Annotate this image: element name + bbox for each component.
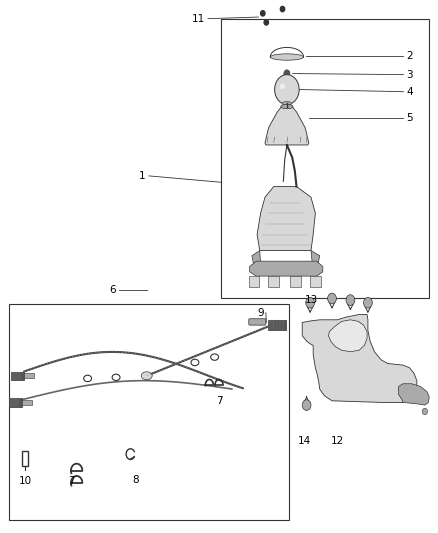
Polygon shape <box>257 187 315 251</box>
Text: 6: 6 <box>110 286 117 295</box>
Circle shape <box>328 293 336 304</box>
Text: 9: 9 <box>257 308 264 318</box>
Text: 7: 7 <box>68 476 75 486</box>
Ellipse shape <box>270 54 304 60</box>
Polygon shape <box>252 251 261 266</box>
Bar <box>9 398 22 407</box>
Bar <box>290 276 301 287</box>
Ellipse shape <box>141 372 152 379</box>
Circle shape <box>422 408 427 415</box>
Circle shape <box>346 295 355 305</box>
Circle shape <box>261 11 265 16</box>
Bar <box>24 373 34 378</box>
Text: 12: 12 <box>331 436 344 446</box>
Circle shape <box>306 297 314 308</box>
Bar <box>22 451 28 466</box>
Polygon shape <box>265 104 309 145</box>
Text: 10: 10 <box>19 476 32 486</box>
Polygon shape <box>250 261 323 276</box>
Bar <box>310 276 321 287</box>
Circle shape <box>284 70 290 77</box>
Bar <box>268 276 279 287</box>
Text: 5: 5 <box>406 114 413 123</box>
FancyBboxPatch shape <box>249 319 266 325</box>
Circle shape <box>264 20 268 25</box>
Circle shape <box>280 6 285 12</box>
Bar <box>268 320 286 330</box>
Bar <box>9 304 289 520</box>
Bar <box>249 276 259 287</box>
Text: 1: 1 <box>139 171 146 181</box>
Ellipse shape <box>282 101 292 106</box>
Polygon shape <box>270 47 304 57</box>
Polygon shape <box>302 314 417 402</box>
Circle shape <box>364 297 372 308</box>
Ellipse shape <box>280 84 285 89</box>
Polygon shape <box>328 320 367 352</box>
Text: 13: 13 <box>304 295 318 304</box>
Text: 2: 2 <box>406 51 413 61</box>
Text: 4: 4 <box>406 87 413 96</box>
Circle shape <box>302 400 311 410</box>
Text: 14: 14 <box>298 436 311 446</box>
Polygon shape <box>399 384 429 405</box>
Bar <box>221 19 429 298</box>
Text: 11: 11 <box>192 14 205 23</box>
Text: 3: 3 <box>406 70 413 79</box>
Polygon shape <box>311 251 320 266</box>
Bar <box>11 372 24 380</box>
Circle shape <box>275 75 299 104</box>
Bar <box>22 400 32 405</box>
Ellipse shape <box>281 104 293 109</box>
Text: 8: 8 <box>132 475 139 484</box>
Text: 7: 7 <box>215 396 223 406</box>
